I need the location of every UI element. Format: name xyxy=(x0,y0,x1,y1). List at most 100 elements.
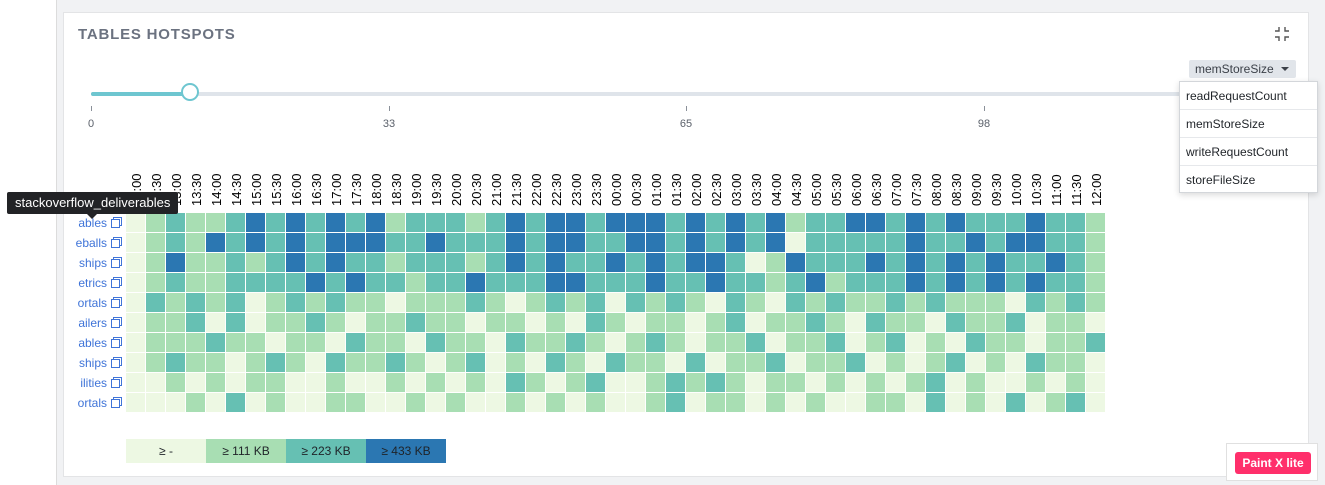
copy-icon[interactable] xyxy=(111,339,120,348)
heatmap-cell[interactable] xyxy=(726,253,745,272)
heatmap-cell[interactable] xyxy=(546,233,565,252)
heatmap-cell[interactable] xyxy=(826,313,845,332)
heatmap-cell[interactable] xyxy=(646,313,665,332)
heatmap-cell[interactable] xyxy=(1066,233,1085,252)
heatmap-cell[interactable] xyxy=(966,353,985,372)
heatmap-cell[interactable] xyxy=(786,213,805,232)
heatmap-cell[interactable] xyxy=(466,333,485,352)
heatmap-cell[interactable] xyxy=(646,393,665,412)
heatmap-cell[interactable] xyxy=(346,393,365,412)
heatmap-cell[interactable] xyxy=(946,233,965,252)
heatmap-cell[interactable] xyxy=(626,213,645,232)
heatmap-cell[interactable] xyxy=(1026,233,1045,252)
heatmap-cell[interactable] xyxy=(226,253,245,272)
table-name-text[interactable]: ilities xyxy=(80,376,107,390)
heatmap-cell[interactable] xyxy=(546,353,565,372)
heatmap-cell[interactable] xyxy=(526,393,545,412)
heatmap-cell[interactable] xyxy=(706,313,725,332)
heatmap-cell[interactable] xyxy=(646,213,665,232)
heatmap-cell[interactable] xyxy=(426,273,445,292)
heatmap-cell[interactable] xyxy=(426,353,445,372)
heatmap-cell[interactable] xyxy=(1026,313,1045,332)
heatmap-cell[interactable] xyxy=(746,273,765,292)
heatmap-cell[interactable] xyxy=(266,373,285,392)
heatmap-cell[interactable] xyxy=(766,233,785,252)
heatmap-cell[interactable] xyxy=(566,213,585,232)
heatmap-cell[interactable] xyxy=(1086,293,1105,312)
heatmap-cell[interactable] xyxy=(1046,333,1065,352)
heatmap-cell[interactable] xyxy=(566,333,585,352)
heatmap-cell[interactable] xyxy=(1026,333,1045,352)
heatmap-cell[interactable] xyxy=(266,293,285,312)
heatmap-cell[interactable] xyxy=(286,393,305,412)
heatmap-cell[interactable] xyxy=(566,353,585,372)
heatmap-cell[interactable] xyxy=(486,213,505,232)
heatmap-cell[interactable] xyxy=(846,213,865,232)
heatmap-cell[interactable] xyxy=(1086,233,1105,252)
heatmap-cell[interactable] xyxy=(906,233,925,252)
heatmap-cell[interactable] xyxy=(1006,333,1025,352)
heatmap-cell[interactable] xyxy=(906,293,925,312)
heatmap-cell[interactable] xyxy=(786,393,805,412)
heatmap-cell[interactable] xyxy=(826,393,845,412)
heatmap-cell[interactable] xyxy=(646,353,665,372)
heatmap-cell[interactable] xyxy=(926,233,945,252)
heatmap-cell[interactable] xyxy=(526,293,545,312)
heatmap-cell[interactable] xyxy=(526,273,545,292)
heatmap-cell[interactable] xyxy=(366,393,385,412)
heatmap-cell[interactable] xyxy=(1046,293,1065,312)
heatmap-cell[interactable] xyxy=(146,273,165,292)
heatmap-cell[interactable] xyxy=(766,213,785,232)
heatmap-cell[interactable] xyxy=(486,273,505,292)
heatmap-cell[interactable] xyxy=(506,393,525,412)
heatmap-cell[interactable] xyxy=(1066,353,1085,372)
heatmap-cell[interactable] xyxy=(666,393,685,412)
heatmap-cell[interactable] xyxy=(946,313,965,332)
heatmap-cell[interactable] xyxy=(286,233,305,252)
copy-icon[interactable] xyxy=(111,259,120,268)
heatmap-cell[interactable] xyxy=(826,213,845,232)
heatmap-cell[interactable] xyxy=(826,253,845,272)
heatmap-cell[interactable] xyxy=(746,253,765,272)
heatmap-cell[interactable] xyxy=(206,353,225,372)
heatmap-cell[interactable] xyxy=(346,253,365,272)
heatmap-cell[interactable] xyxy=(286,373,305,392)
heatmap-cell[interactable] xyxy=(866,373,885,392)
heatmap-cell[interactable] xyxy=(1006,393,1025,412)
heatmap-cell[interactable] xyxy=(826,333,845,352)
heatmap-cell[interactable] xyxy=(946,393,965,412)
heatmap-cell[interactable] xyxy=(286,333,305,352)
heatmap-cell[interactable] xyxy=(506,273,525,292)
heatmap-cell[interactable] xyxy=(266,393,285,412)
heatmap-cell[interactable] xyxy=(846,273,865,292)
heatmap-cell[interactable] xyxy=(946,273,965,292)
heatmap-cell[interactable] xyxy=(246,273,265,292)
heatmap-cell[interactable] xyxy=(226,213,245,232)
heatmap-cell[interactable] xyxy=(586,393,605,412)
heatmap-cell[interactable] xyxy=(906,273,925,292)
heatmap-cell[interactable] xyxy=(926,373,945,392)
time-slider-thumb[interactable] xyxy=(181,83,199,101)
heatmap-cell[interactable] xyxy=(546,313,565,332)
heatmap-cell[interactable] xyxy=(146,313,165,332)
heatmap-cell[interactable] xyxy=(326,213,345,232)
heatmap-cell[interactable] xyxy=(686,213,705,232)
heatmap-cell[interactable] xyxy=(586,313,605,332)
heatmap-cell[interactable] xyxy=(466,373,485,392)
heatmap-cell[interactable] xyxy=(886,293,905,312)
heatmap-cell[interactable] xyxy=(786,313,805,332)
heatmap-cell[interactable] xyxy=(1046,213,1065,232)
heatmap-cell[interactable] xyxy=(1006,373,1025,392)
heatmap-cell[interactable] xyxy=(546,393,565,412)
heatmap-cell[interactable] xyxy=(506,373,525,392)
heatmap-cell[interactable] xyxy=(1066,213,1085,232)
heatmap-cell[interactable] xyxy=(426,373,445,392)
heatmap-cell[interactable] xyxy=(846,293,865,312)
heatmap-cell[interactable] xyxy=(146,293,165,312)
heatmap-cell[interactable] xyxy=(546,273,565,292)
heatmap-cell[interactable] xyxy=(606,313,625,332)
heatmap-cell[interactable] xyxy=(1046,273,1065,292)
heatmap-cell[interactable] xyxy=(306,393,325,412)
heatmap-cell[interactable] xyxy=(346,213,365,232)
heatmap-cell[interactable] xyxy=(686,233,705,252)
